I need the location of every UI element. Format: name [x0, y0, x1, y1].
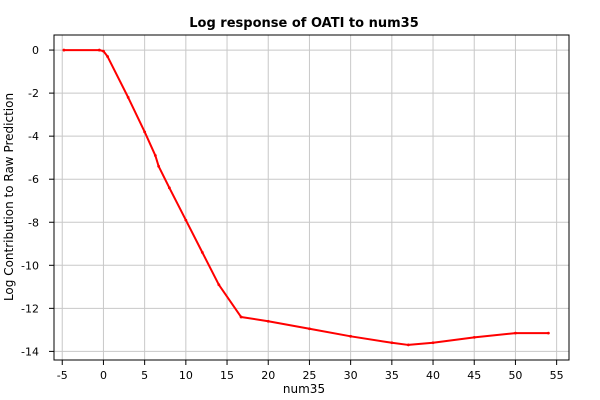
ticks: -5 0 5 10 15 20 25 30 35 40 45 50 55 0 -2 -4 -6 -8 -10 -12 -…	[21, 44, 564, 382]
y-tick-label: -4	[28, 130, 39, 143]
data-point	[308, 327, 311, 331]
chart-title: Log response of OATI to num35	[189, 16, 419, 31]
data-point	[239, 315, 243, 319]
data-point	[102, 49, 105, 53]
data-point	[106, 55, 109, 58]
data-point	[157, 164, 161, 168]
data-point	[126, 96, 130, 99]
x-tick-label: 35	[385, 369, 399, 382]
x-tick-label: 40	[426, 369, 440, 382]
data-point	[200, 250, 204, 254]
data-point	[390, 341, 394, 345]
y-tick-label: -14	[21, 345, 39, 358]
data-point	[472, 336, 476, 339]
x-tick-label: 50	[508, 369, 522, 382]
data-point	[406, 343, 410, 347]
data-point	[217, 283, 221, 287]
data-point	[62, 48, 66, 52]
x-axis-label: num35	[283, 382, 325, 396]
plot-area	[53, 34, 570, 361]
y-tick-label: 0	[32, 44, 39, 57]
data-point	[266, 319, 270, 323]
series-line	[63, 49, 549, 346]
x-tick-label: 0	[100, 369, 107, 382]
x-tick-label: 15	[220, 369, 234, 382]
x-tick-label: 25	[302, 369, 316, 382]
data-point	[153, 154, 157, 157]
y-tick-label: -8	[28, 216, 39, 229]
data-point	[97, 48, 101, 52]
y-axis-label: Log Contribution to Raw Prediction	[2, 93, 16, 301]
x-tick-label: 55	[550, 369, 564, 382]
x-tick-label: 45	[467, 369, 481, 382]
x-tick-label: 10	[179, 369, 193, 382]
y-tick-label: -6	[28, 173, 39, 186]
data-point	[547, 331, 550, 335]
series-layer	[62, 48, 550, 347]
data-point	[143, 130, 147, 134]
y-tick-label: -10	[21, 259, 39, 272]
x-tick-label: 20	[261, 369, 275, 382]
x-tick-label: 5	[141, 369, 148, 382]
data-point	[349, 334, 353, 338]
x-tick-label: 30	[344, 369, 358, 382]
plot-border	[53, 34, 570, 361]
data-point	[167, 186, 171, 190]
data-point	[431, 341, 435, 345]
grid-lines	[54, 35, 569, 360]
data-point	[514, 331, 517, 335]
y-tick-label: -2	[28, 87, 39, 100]
x-tick-label: -5	[57, 369, 68, 382]
data-point	[184, 218, 188, 222]
y-tick-label: -12	[21, 302, 39, 315]
